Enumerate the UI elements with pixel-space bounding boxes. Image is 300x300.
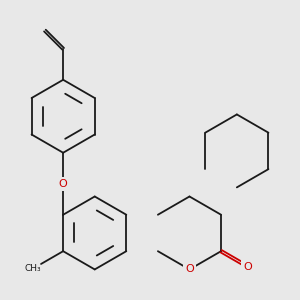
Text: CH₃: CH₃ [25, 264, 41, 273]
Text: O: O [185, 264, 194, 274]
Text: O: O [244, 262, 252, 272]
Text: O: O [59, 179, 68, 189]
